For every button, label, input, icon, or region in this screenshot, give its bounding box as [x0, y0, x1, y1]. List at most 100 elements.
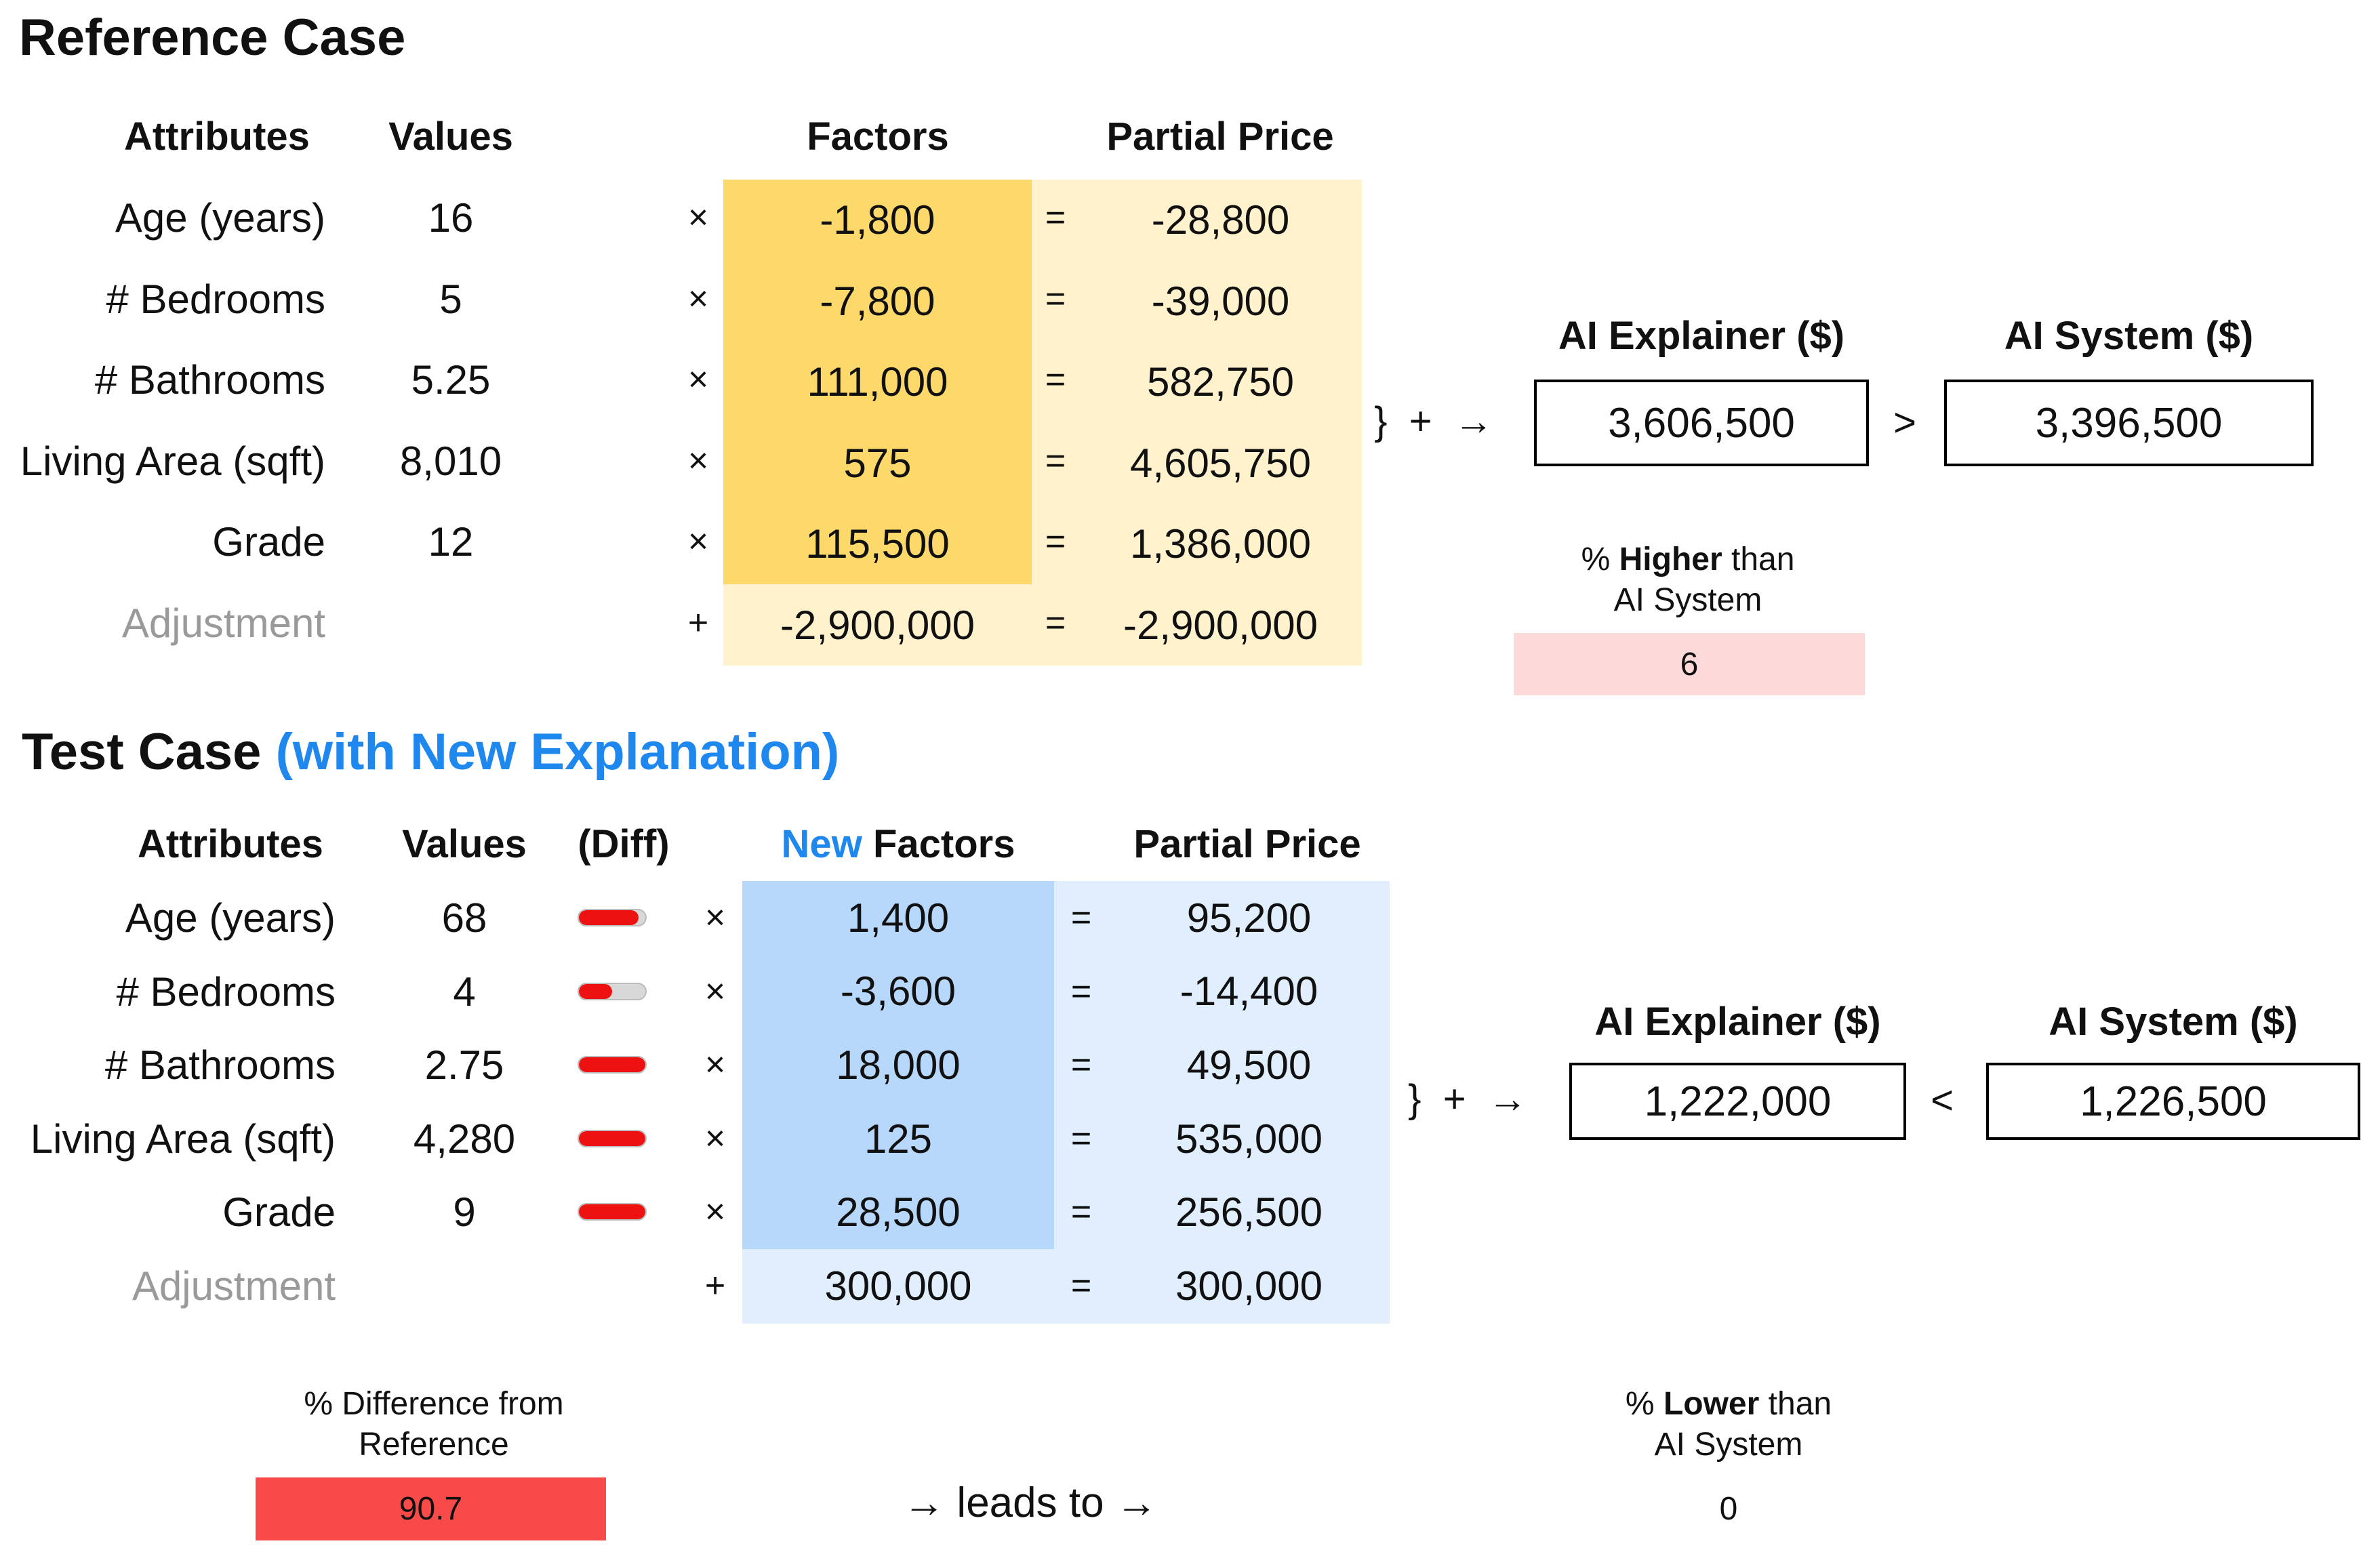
- test-partial-cell: 49,500: [1186, 1042, 1312, 1088]
- test-equals-symbol: =: [1070, 1045, 1092, 1085]
- ref-partial-cell: 1,386,000: [1130, 521, 1311, 567]
- ref-sum-arrow: } + →: [1374, 399, 1493, 443]
- diff-bar-fill: [579, 1057, 645, 1073]
- ref-equals-symbol: =: [1045, 360, 1066, 399]
- ref-adjustment-label: Adjustment: [121, 600, 325, 646]
- test-adjust-partial-bg: [1054, 1249, 1390, 1324]
- test-header-values: Values: [402, 822, 527, 866]
- diff-bar: [578, 982, 647, 1000]
- diff-bar: [578, 1129, 647, 1147]
- ref-equals-symbol: =: [1045, 522, 1066, 561]
- test-system-value: 1,226,500: [1986, 1063, 2360, 1140]
- test-times-symbol: ×: [704, 1192, 726, 1232]
- ref-attr-label: Age (years): [115, 195, 325, 241]
- diff-bar: [578, 909, 647, 926]
- test-attr-value: 4,280: [413, 1116, 516, 1162]
- ref-times-symbol: ×: [687, 279, 709, 319]
- ref-partial-column: [1032, 180, 1362, 584]
- test-equals-symbol: =: [1070, 898, 1092, 937]
- test-factor-cell: 125: [864, 1116, 933, 1162]
- test-times-symbol: ×: [704, 898, 726, 937]
- test-attr-label: # Bedrooms: [116, 968, 336, 1015]
- ref-attr-label: Grade: [212, 519, 325, 565]
- diff-label-line2: Reference: [359, 1427, 509, 1463]
- test-equals-symbol: =: [1070, 1266, 1092, 1305]
- ref-header-attributes: Attributes: [124, 115, 310, 159]
- test-factor-cell: -3,600: [840, 968, 956, 1015]
- ref-explainer-label: AI Explainer ($): [1558, 314, 1845, 358]
- test-adjust-factor-bg: [742, 1249, 1054, 1324]
- test-explainer-value: 1,222,000: [1569, 1063, 1906, 1140]
- test-header-partial: Partial Price: [1133, 822, 1361, 866]
- ref-partial-cell: -28,800: [1151, 197, 1290, 243]
- test-attr-label: # Bathrooms: [104, 1042, 336, 1088]
- ref-partial-cell: 582,750: [1147, 359, 1294, 405]
- test-header-factors-word: Factors: [872, 822, 1015, 866]
- test-header-attributes: Attributes: [138, 822, 323, 866]
- test-partial-cell: 256,500: [1175, 1189, 1323, 1236]
- test-pct-label: % Lower than AI System: [1552, 1384, 1905, 1465]
- reference-title: Reference Case: [19, 9, 406, 66]
- test-partial-column: [1054, 881, 1390, 1249]
- diff-bar-fill: [579, 1204, 645, 1220]
- test-header-diff: (Diff): [578, 822, 670, 866]
- test-attr-label: Grade: [222, 1189, 336, 1236]
- ref-pct-line2: AI System: [1613, 582, 1762, 618]
- test-pct-prefix: %: [1625, 1386, 1655, 1422]
- test-factor-cell: 300,000: [824, 1263, 972, 1309]
- diff-bar-fill: [579, 910, 639, 925]
- ref-attr-value: 8,010: [399, 438, 502, 484]
- ref-adjust-factor-bg: [723, 584, 1032, 666]
- ref-times-symbol: ×: [687, 360, 709, 399]
- ref-factor-cell: 575: [843, 440, 912, 486]
- test-times-symbol: ×: [704, 1118, 726, 1158]
- ref-compare-symbol: >: [1893, 401, 1916, 445]
- ref-attr-value: 5: [439, 276, 462, 322]
- test-attr-label: Age (years): [125, 895, 336, 941]
- test-factor-column: [742, 881, 1054, 1249]
- ref-attr-label: # Bedrooms: [106, 276, 326, 322]
- diff-value: 90.7: [256, 1477, 606, 1540]
- ref-pct-label: % Higher than AI System: [1512, 539, 1864, 621]
- ref-partial-cell: -39,000: [1151, 278, 1290, 324]
- test-equals-symbol: =: [1070, 1118, 1092, 1158]
- ref-equals-symbol: =: [1045, 603, 1066, 642]
- ref-partial-cell: 4,605,750: [1130, 440, 1311, 486]
- test-plus-symbol: +: [704, 1266, 726, 1305]
- ref-pct-prefix: %: [1581, 542, 1611, 577]
- diff-bar: [578, 1203, 647, 1221]
- test-partial-cell: 95,200: [1186, 895, 1312, 941]
- ref-equals-symbol: =: [1045, 279, 1066, 319]
- ref-pct-bold: Higher: [1619, 542, 1722, 577]
- test-times-symbol: ×: [704, 1045, 726, 1085]
- test-partial-cell: -14,400: [1179, 968, 1318, 1015]
- ref-factor-column: [723, 180, 1032, 584]
- ref-header-values: Values: [388, 115, 513, 159]
- ref-header-partial: Partial Price: [1106, 115, 1334, 159]
- ref-attr-label: Living Area (sqft): [20, 438, 325, 484]
- ref-factor-cell: 115,500: [805, 521, 950, 567]
- test-partial-cell: 300,000: [1175, 1263, 1323, 1309]
- test-adjustment-label: Adjustment: [132, 1263, 336, 1309]
- ref-system-value: 3,396,500: [1944, 380, 2314, 466]
- diff-bar-fill: [579, 983, 612, 999]
- test-attr-value: 4: [453, 968, 476, 1015]
- test-attr-value: 68: [441, 895, 487, 941]
- ref-equals-symbol: =: [1045, 441, 1066, 481]
- ref-partial-cell: -2,900,000: [1123, 602, 1318, 648]
- ref-equals-symbol: =: [1045, 198, 1066, 237]
- ref-factor-cell: 111,000: [807, 359, 948, 405]
- test-header-factors: New Factors: [742, 821, 1054, 867]
- test-pct-line2: AI System: [1654, 1427, 1803, 1463]
- ref-attr-value: 12: [428, 519, 474, 565]
- ref-system-label: AI System ($): [2004, 314, 2254, 358]
- test-header-new: New: [781, 822, 862, 866]
- test-title: Test Case (with New Explanation): [22, 722, 839, 781]
- diff-label-line1: % Difference from: [304, 1386, 564, 1422]
- ref-times-symbol: ×: [687, 441, 709, 481]
- test-equals-symbol: =: [1070, 971, 1092, 1011]
- ref-attr-label: # Bathrooms: [94, 357, 325, 403]
- test-partial-cell: 535,000: [1175, 1116, 1323, 1162]
- diff-label: % Difference from Reference: [230, 1384, 637, 1465]
- test-title-main: Test Case: [22, 723, 262, 781]
